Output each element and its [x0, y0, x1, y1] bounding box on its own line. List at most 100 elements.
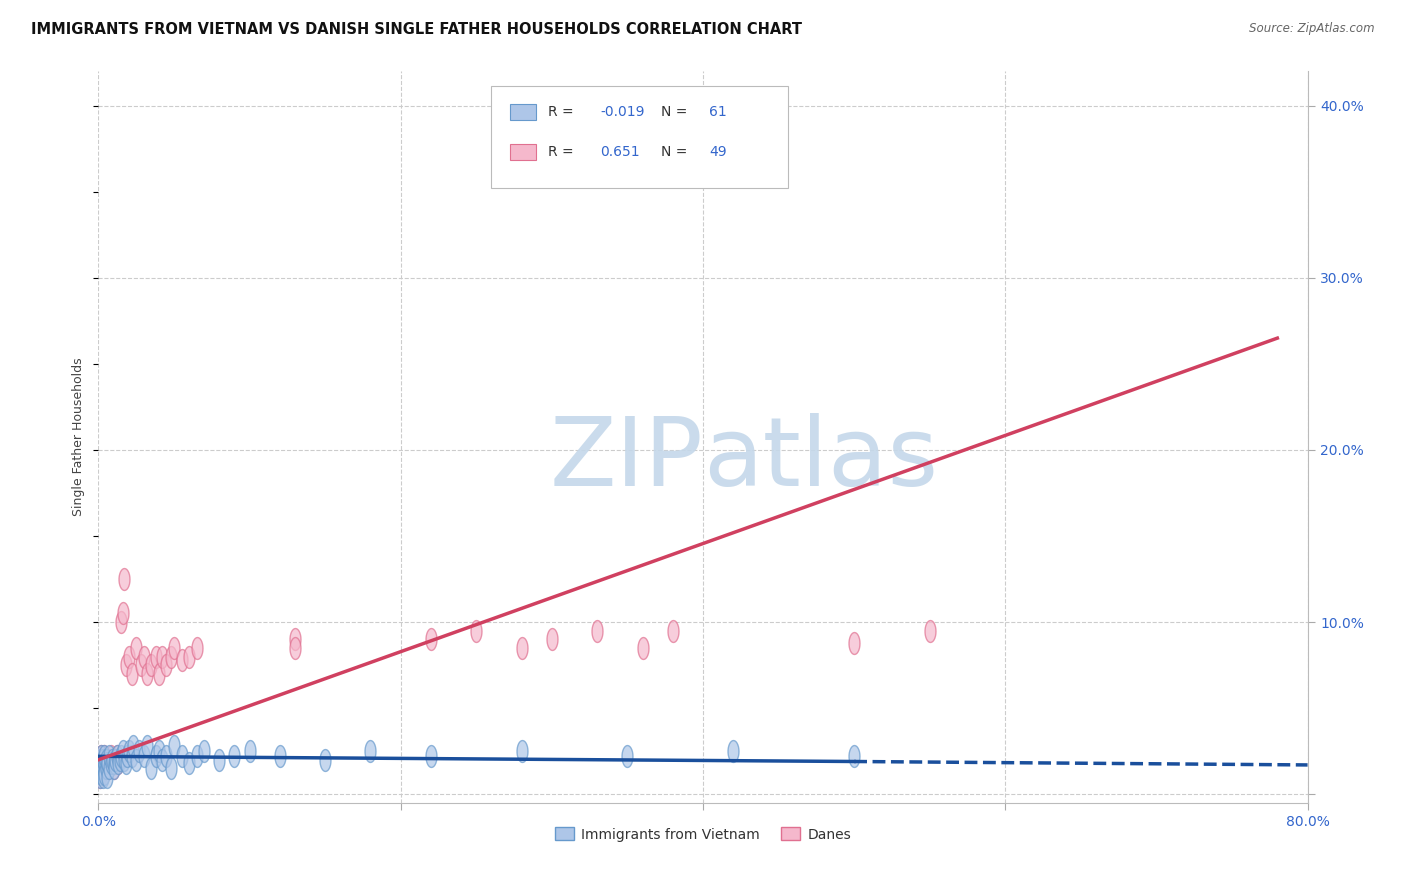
Point — [141, 761, 163, 775]
Point — [110, 749, 132, 764]
Text: atlas: atlas — [703, 412, 938, 506]
Text: -0.019: -0.019 — [600, 104, 645, 119]
Point — [111, 607, 134, 621]
Text: Source: ZipAtlas.com: Source: ZipAtlas.com — [1250, 22, 1375, 36]
Point — [129, 658, 152, 673]
FancyBboxPatch shape — [492, 86, 787, 188]
Text: IMMIGRANTS FROM VIETNAM VS DANISH SINGLE FATHER HOUSEHOLDS CORRELATION CHART: IMMIGRANTS FROM VIETNAM VS DANISH SINGLE… — [31, 22, 801, 37]
Point — [170, 749, 193, 764]
Point — [98, 761, 121, 775]
Point — [94, 761, 117, 775]
Text: N =: N = — [661, 104, 692, 119]
Point — [90, 756, 112, 771]
Point — [112, 572, 135, 586]
Point — [132, 649, 155, 664]
Point — [98, 761, 121, 775]
Point — [239, 744, 262, 758]
Point — [104, 753, 127, 767]
Point — [115, 749, 138, 764]
Point — [163, 739, 186, 753]
Point — [193, 744, 215, 758]
Point — [90, 761, 112, 775]
Point — [98, 749, 121, 764]
Point — [150, 753, 173, 767]
Point — [616, 749, 638, 764]
Text: 0.651: 0.651 — [600, 145, 640, 159]
Point — [90, 766, 112, 780]
Point — [96, 770, 118, 784]
Point — [91, 753, 114, 767]
Point — [661, 624, 683, 638]
Text: 61: 61 — [709, 104, 727, 119]
Point — [465, 624, 488, 638]
Point — [163, 640, 186, 655]
Point — [179, 649, 201, 664]
Point — [103, 761, 125, 775]
Point — [135, 739, 157, 753]
Point — [170, 653, 193, 667]
Point — [145, 749, 167, 764]
Point — [107, 756, 129, 771]
Point — [148, 666, 170, 681]
Point — [96, 756, 118, 771]
Legend: Immigrants from Vietnam, Danes: Immigrants from Vietnam, Danes — [550, 822, 856, 847]
Point — [510, 640, 533, 655]
Point — [108, 753, 131, 767]
Point — [94, 756, 117, 771]
Point — [284, 640, 307, 655]
Point — [100, 756, 122, 771]
Point — [723, 744, 745, 758]
FancyBboxPatch shape — [509, 103, 536, 120]
Text: R =: R = — [548, 145, 578, 159]
Point — [112, 753, 135, 767]
Point — [121, 666, 143, 681]
Point — [224, 749, 246, 764]
Point — [105, 749, 128, 764]
Point — [186, 749, 208, 764]
Point — [125, 640, 148, 655]
Point — [89, 770, 111, 784]
Point — [114, 756, 136, 771]
Point — [101, 753, 124, 767]
Point — [100, 749, 122, 764]
Point — [155, 658, 177, 673]
Point — [179, 756, 201, 771]
Point — [121, 749, 143, 764]
Point — [118, 744, 141, 758]
Point — [128, 744, 150, 758]
Point — [93, 756, 115, 771]
Point — [89, 770, 111, 784]
Point — [284, 632, 307, 647]
Text: ZIP: ZIP — [550, 412, 703, 506]
Point — [87, 761, 110, 775]
Point — [118, 649, 141, 664]
Point — [93, 749, 115, 764]
Point — [510, 744, 533, 758]
Point — [89, 761, 111, 775]
Point — [125, 753, 148, 767]
Point — [103, 761, 125, 775]
Point — [91, 761, 114, 775]
Point — [90, 749, 112, 764]
Point — [91, 753, 114, 767]
Point — [148, 744, 170, 758]
Point — [141, 658, 163, 673]
Point — [208, 753, 231, 767]
Point — [186, 640, 208, 655]
Point — [160, 649, 183, 664]
Point — [111, 744, 134, 758]
Point — [90, 749, 112, 764]
Point — [540, 632, 562, 647]
Point — [145, 649, 167, 664]
Point — [132, 749, 155, 764]
Y-axis label: Single Father Households: Single Father Households — [72, 358, 86, 516]
Point — [360, 744, 382, 758]
Point — [103, 756, 125, 771]
Point — [269, 749, 291, 764]
Point — [150, 649, 173, 664]
Point — [107, 756, 129, 771]
Point — [93, 766, 115, 780]
Point — [314, 753, 336, 767]
Point — [918, 624, 941, 638]
Point — [96, 753, 118, 767]
